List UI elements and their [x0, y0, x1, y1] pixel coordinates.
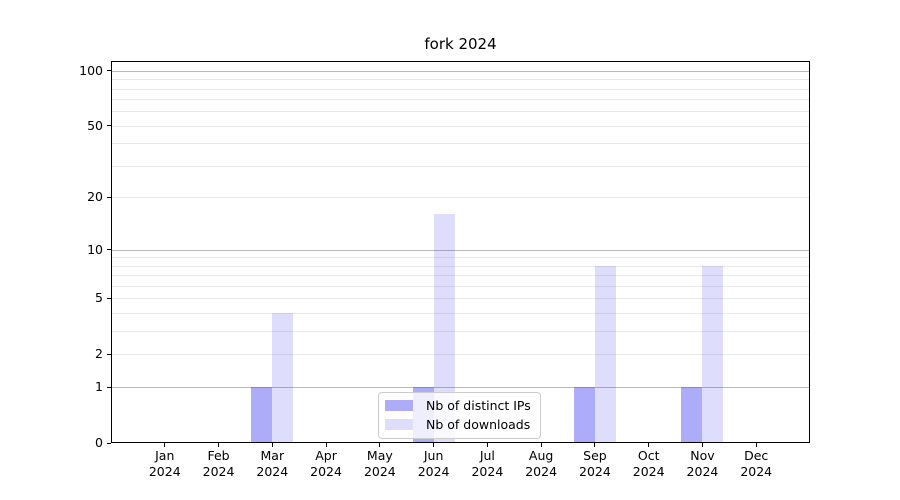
- x-tick-month: Aug: [528, 448, 554, 463]
- x-tick-label: Feb 2024: [187, 448, 251, 479]
- x-tick-year: 2024: [202, 463, 235, 479]
- y-tick-label: 50: [87, 117, 103, 133]
- chart-title: fork 2024: [424, 35, 497, 53]
- y-tick-label: 10: [87, 241, 103, 257]
- y-tick-label: 1: [95, 379, 103, 395]
- x-tick-year: 2024: [148, 463, 181, 479]
- x-tick-month: Jul: [479, 448, 495, 463]
- x-tick-month: Oct: [637, 448, 660, 463]
- y-tick-label: 0: [95, 435, 103, 450]
- x-tick-year: 2024: [256, 463, 289, 479]
- x-tick-label: Jun 2024: [402, 448, 466, 479]
- y-tick-label: 2: [95, 346, 103, 362]
- x-tick-year: 2024: [363, 463, 396, 479]
- x-tick-month: Jan: [155, 448, 175, 463]
- x-tick-label: Nov 2024: [670, 448, 734, 479]
- x-tick-month: Mar: [260, 448, 285, 463]
- x-tick-month: Sep: [583, 448, 607, 463]
- x-tick-mark: [271, 443, 273, 447]
- x-tick-mark: [701, 443, 703, 447]
- x-tick-year: 2024: [471, 463, 504, 479]
- x-tick-label: Oct 2024: [617, 448, 681, 479]
- x-tick-label: Mar 2024: [240, 448, 304, 479]
- x-tick-mark: [164, 443, 166, 447]
- plot-area: [111, 61, 810, 443]
- x-tick-year: 2024: [310, 463, 342, 479]
- y-tick-label: 100: [79, 62, 103, 78]
- x-tick-mark: [594, 443, 596, 447]
- x-tick-month: Feb: [207, 448, 230, 463]
- x-tick-month: Dec: [744, 448, 769, 463]
- legend-swatch-distinct-ips: [385, 400, 413, 411]
- x-tick-label: Jan 2024: [133, 448, 197, 479]
- legend-item-downloads: Nb of downloads: [385, 416, 531, 433]
- x-tick-label: Aug 2024: [509, 448, 573, 479]
- x-tick-year: 2024: [525, 463, 558, 479]
- x-tick-label: Apr 2024: [294, 448, 358, 479]
- legend-label-downloads: Nb of downloads: [426, 417, 531, 432]
- x-tick-mark: [325, 443, 327, 447]
- x-tick-year: 2024: [740, 463, 773, 479]
- y-tick-label: 5: [95, 290, 103, 306]
- x-tick-mark: [486, 443, 488, 447]
- x-tick-mark: [433, 443, 435, 447]
- x-tick-year: 2024: [632, 463, 665, 479]
- x-tick-month: May: [366, 448, 393, 463]
- legend-label-distinct-ips: Nb of distinct IPs: [426, 398, 531, 413]
- x-tick-month: Apr: [315, 448, 337, 463]
- x-tick-month: Nov: [690, 448, 715, 463]
- x-tick-mark: [379, 443, 381, 447]
- x-tick-mark: [540, 443, 542, 447]
- x-tick-year: 2024: [579, 463, 611, 479]
- x-tick-label: Sep 2024: [563, 448, 627, 479]
- x-tick-label: Jul 2024: [455, 448, 519, 479]
- x-tick-month: Jun: [423, 448, 444, 463]
- x-tick-label: Dec 2024: [724, 448, 788, 479]
- x-tick-year: 2024: [686, 463, 719, 479]
- x-tick-year: 2024: [417, 463, 450, 479]
- legend: Nb of distinct IPs Nb of downloads: [378, 392, 541, 439]
- x-tick-label: May 2024: [348, 448, 412, 479]
- y-tick-label: 20: [87, 189, 103, 205]
- x-tick-mark: [648, 443, 650, 447]
- legend-swatch-downloads: [385, 419, 413, 430]
- x-tick-mark: [218, 443, 220, 447]
- legend-item-distinct-ips: Nb of distinct IPs: [385, 397, 531, 414]
- x-tick-mark: [755, 443, 757, 447]
